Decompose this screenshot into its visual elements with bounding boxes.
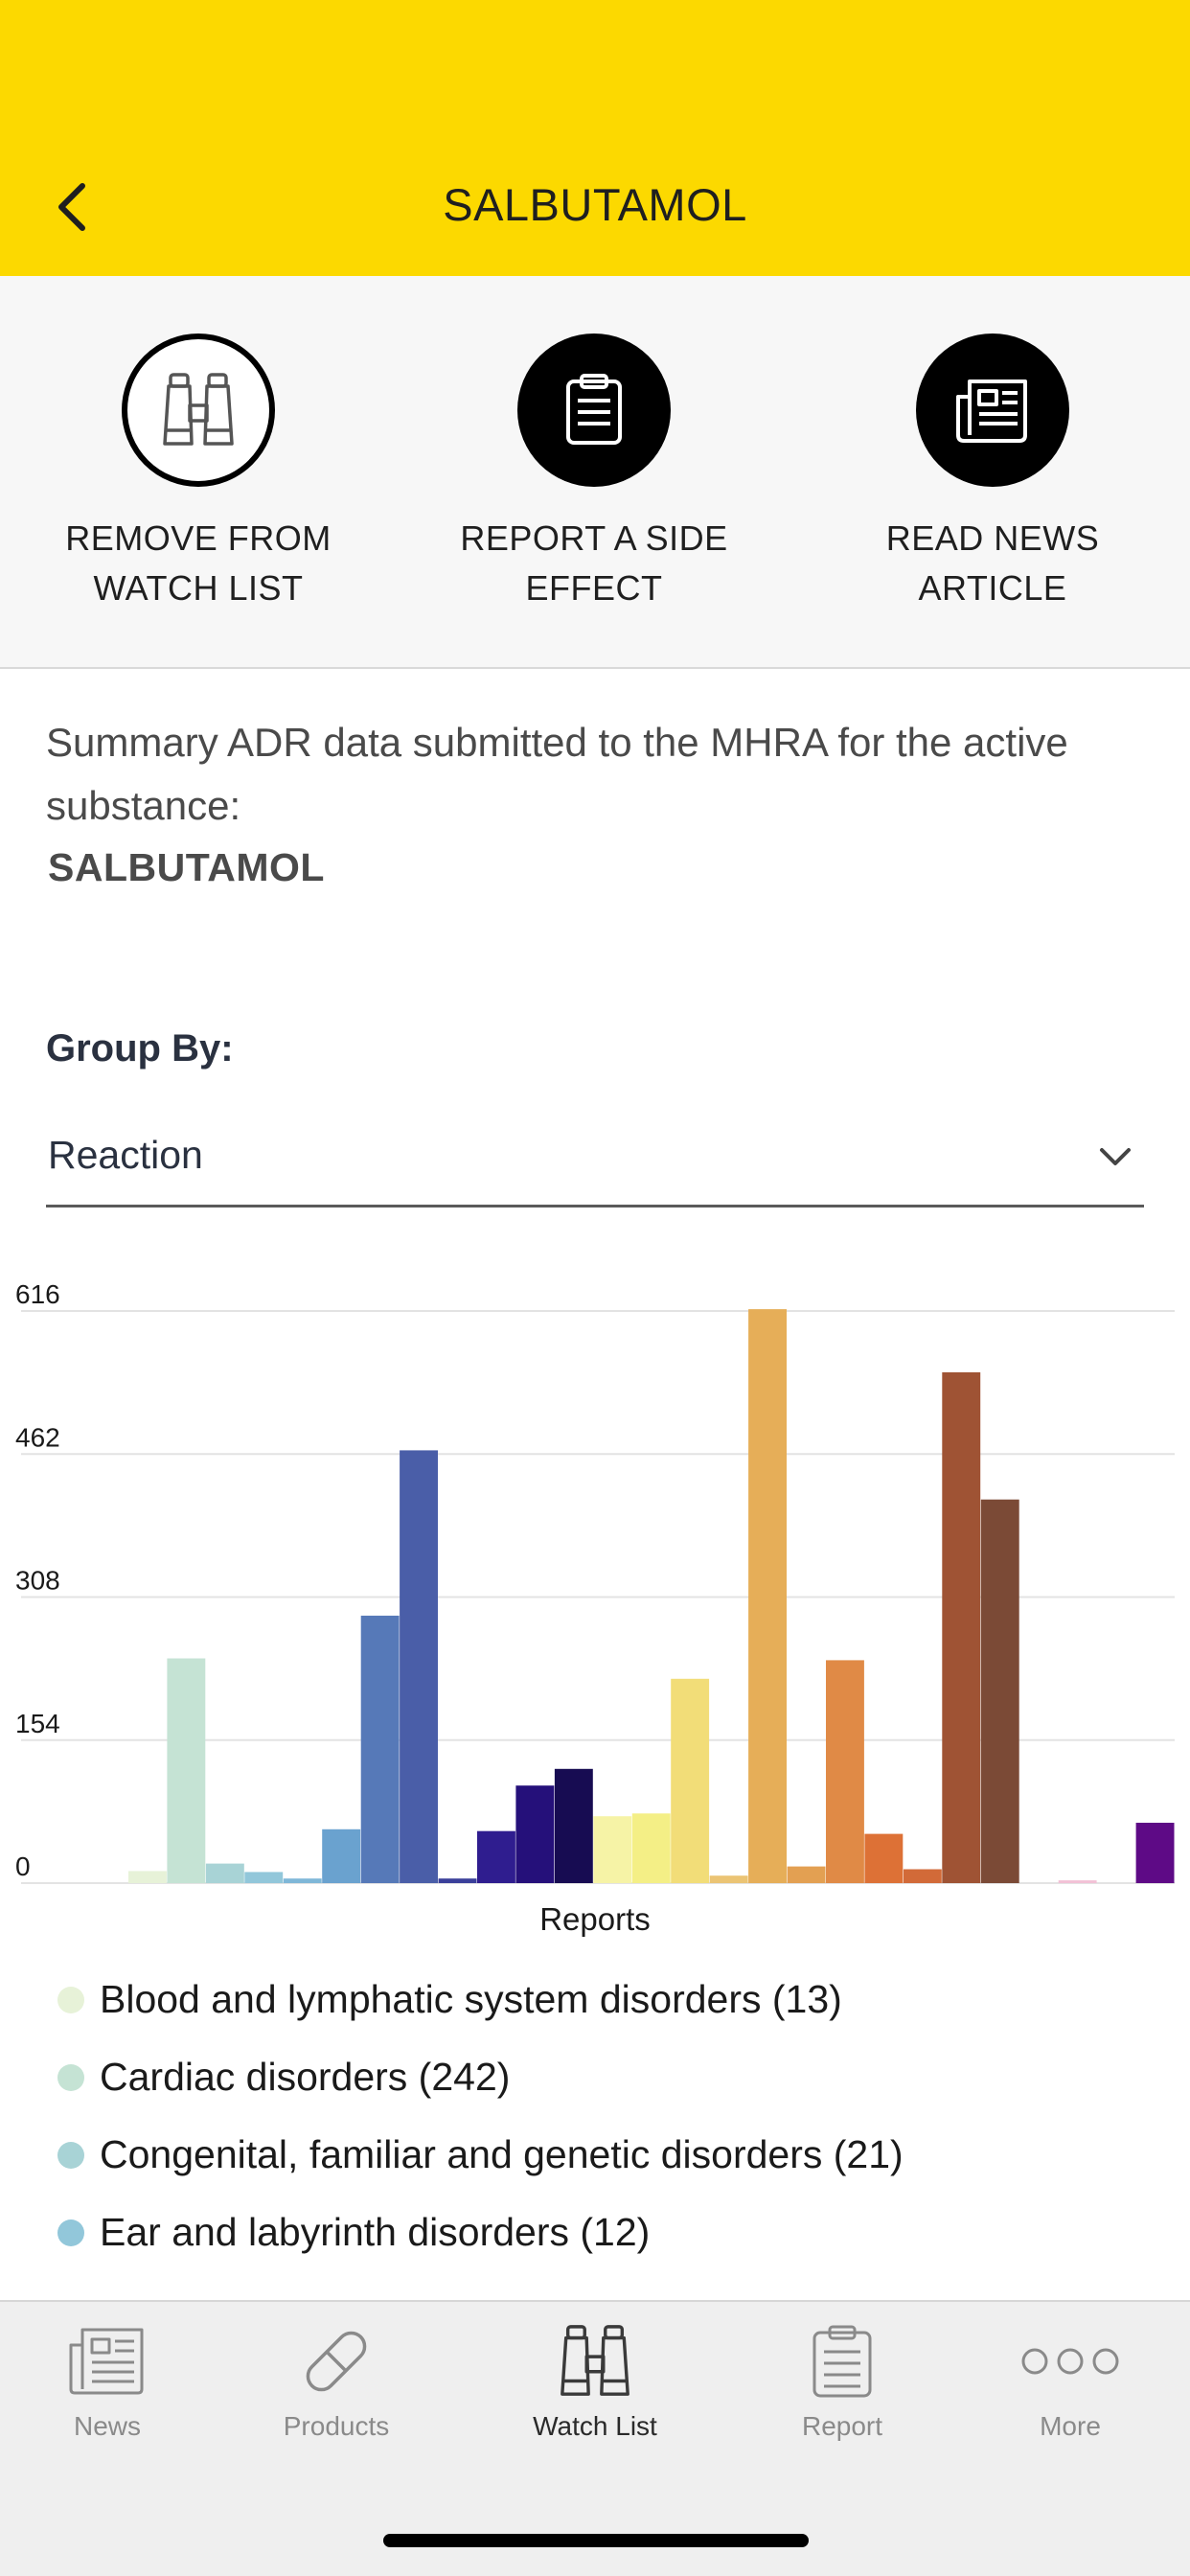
clipboard-icon (566, 374, 622, 445)
tab-report[interactable]: Report (746, 2321, 938, 2442)
chart-bar[interactable] (826, 1660, 864, 1883)
chart-bar[interactable] (360, 1615, 400, 1883)
chart-bar[interactable] (709, 1875, 748, 1883)
group-by-value: Reaction (48, 1133, 203, 1177)
group-by-label: Group By: (46, 1027, 234, 1070)
legend-color-dot (57, 2063, 84, 2091)
tab-more[interactable]: More (974, 2321, 1166, 2442)
y-tick-label: 0 (15, 1852, 31, 1881)
report-circle (517, 334, 671, 487)
y-tick-label: 462 (15, 1422, 60, 1452)
bottom-tab-bar: News Products (0, 2300, 1190, 2576)
read-news-article-button[interactable]: READ NEWS ARTICLE (849, 334, 1136, 613)
legend-color-dot (57, 1986, 84, 2013)
news-circle (916, 334, 1069, 487)
legend-item: Congenital, familiar and genetic disorde… (57, 2116, 1159, 2194)
substance-name: SALBUTAMOL (48, 845, 325, 889)
chart-bar[interactable] (1058, 1880, 1097, 1883)
chart-legend: Blood and lymphatic system disorders (13… (57, 1961, 1159, 2271)
x-axis-label: Reports (539, 1901, 651, 1937)
tab-watch-list[interactable]: Watch List (499, 2321, 691, 2442)
legend-label: Blood and lymphatic system disorders (13… (100, 1977, 842, 2021)
clipboard-icon (812, 2325, 872, 2398)
binoculars-icon (561, 2325, 629, 2396)
chart-bar[interactable] (748, 1309, 787, 1883)
chart-bar[interactable] (128, 1871, 167, 1883)
home-indicator (383, 2534, 809, 2547)
y-tick-label: 616 (15, 1279, 60, 1309)
action-panel: REMOVE FROM WATCH LIST REPORT A SIDE EFF… (0, 276, 1190, 669)
binoculars-icon (163, 373, 234, 446)
legend-label: Congenital, familiar and genetic disorde… (100, 2132, 904, 2176)
legend-label: Cardiac disorders (242) (100, 2055, 511, 2099)
legend-item: Blood and lymphatic system disorders (13… (57, 1961, 1159, 2038)
tab-label: News (73, 2411, 141, 2441)
y-tick-label: 308 (15, 1566, 60, 1596)
legend-color-dot (57, 2141, 84, 2169)
legend-label: Ear and labyrinth disorders (12) (100, 2210, 651, 2254)
chart-bar[interactable] (864, 1833, 904, 1883)
chart-bar[interactable] (903, 1869, 942, 1884)
chevron-left-icon (58, 183, 85, 231)
y-tick-label: 154 (15, 1709, 60, 1738)
legend-item: Ear and labyrinth disorders (12) (57, 2194, 1159, 2271)
legend-color-dot (57, 2219, 84, 2246)
tab-products[interactable]: Products (240, 2321, 432, 2442)
chart-bar[interactable] (787, 1866, 826, 1883)
chart-bar[interactable] (167, 1658, 206, 1884)
newspaper-icon (956, 380, 1027, 443)
chart-bar[interactable] (205, 1863, 244, 1883)
remove-watchlist-label: REMOVE FROM WATCH LIST (65, 518, 332, 608)
more-dots-icon (1021, 2348, 1119, 2375)
chart-bar[interactable] (322, 1828, 361, 1883)
chart-bar[interactable] (244, 1872, 284, 1883)
legend-item: Cardiac disorders (242) (57, 2038, 1159, 2116)
back-button[interactable] (46, 172, 100, 242)
chart-bar[interactable] (593, 1816, 632, 1883)
chart-bar[interactable] (671, 1678, 710, 1883)
tab-label: More (1040, 2411, 1101, 2441)
bar-chart-svg: 616 462 308 154 0 Reports (15, 1279, 1175, 1937)
news-label: READ NEWS ARTICLE (885, 518, 1100, 608)
chart-bar[interactable] (554, 1768, 593, 1883)
chart-bar[interactable] (400, 1450, 438, 1883)
chart-bar[interactable] (438, 1878, 477, 1883)
tab-label: Report (801, 2411, 883, 2441)
remove-from-watchlist-button[interactable]: REMOVE FROM WATCH LIST (55, 334, 342, 613)
group-by-select[interactable]: Reaction (46, 1121, 1144, 1208)
header-bar: SALBUTAMOL (0, 0, 1190, 276)
report-side-effect-button[interactable]: REPORT A SIDE EFFECT (450, 334, 738, 613)
chart-bar[interactable] (980, 1499, 1019, 1883)
newspaper-icon (69, 2328, 144, 2395)
pill-icon (306, 2331, 367, 2392)
chart-bar[interactable] (515, 1785, 555, 1883)
page-title: SALBUTAMOL (443, 179, 747, 230)
remove-watchlist-circle (122, 334, 275, 487)
chart-bar[interactable] (477, 1830, 515, 1883)
chart-bar[interactable] (1135, 1823, 1175, 1883)
tab-news[interactable]: News (11, 2321, 203, 2442)
summary-text: Summary ADR data submitted to the MHRA f… (46, 720, 1068, 828)
report-label: REPORT A SIDE EFFECT (460, 518, 728, 608)
tab-label: Watch List (533, 2411, 657, 2441)
chart-bar[interactable] (942, 1372, 981, 1883)
reports-bar-chart: 616 462 308 154 0 Reports (0, 1265, 1190, 1955)
tab-label: Products (283, 2411, 390, 2441)
chevron-down-icon (1100, 1148, 1131, 1165)
chart-bar[interactable] (631, 1813, 671, 1883)
chart-bar[interactable] (283, 1878, 322, 1883)
